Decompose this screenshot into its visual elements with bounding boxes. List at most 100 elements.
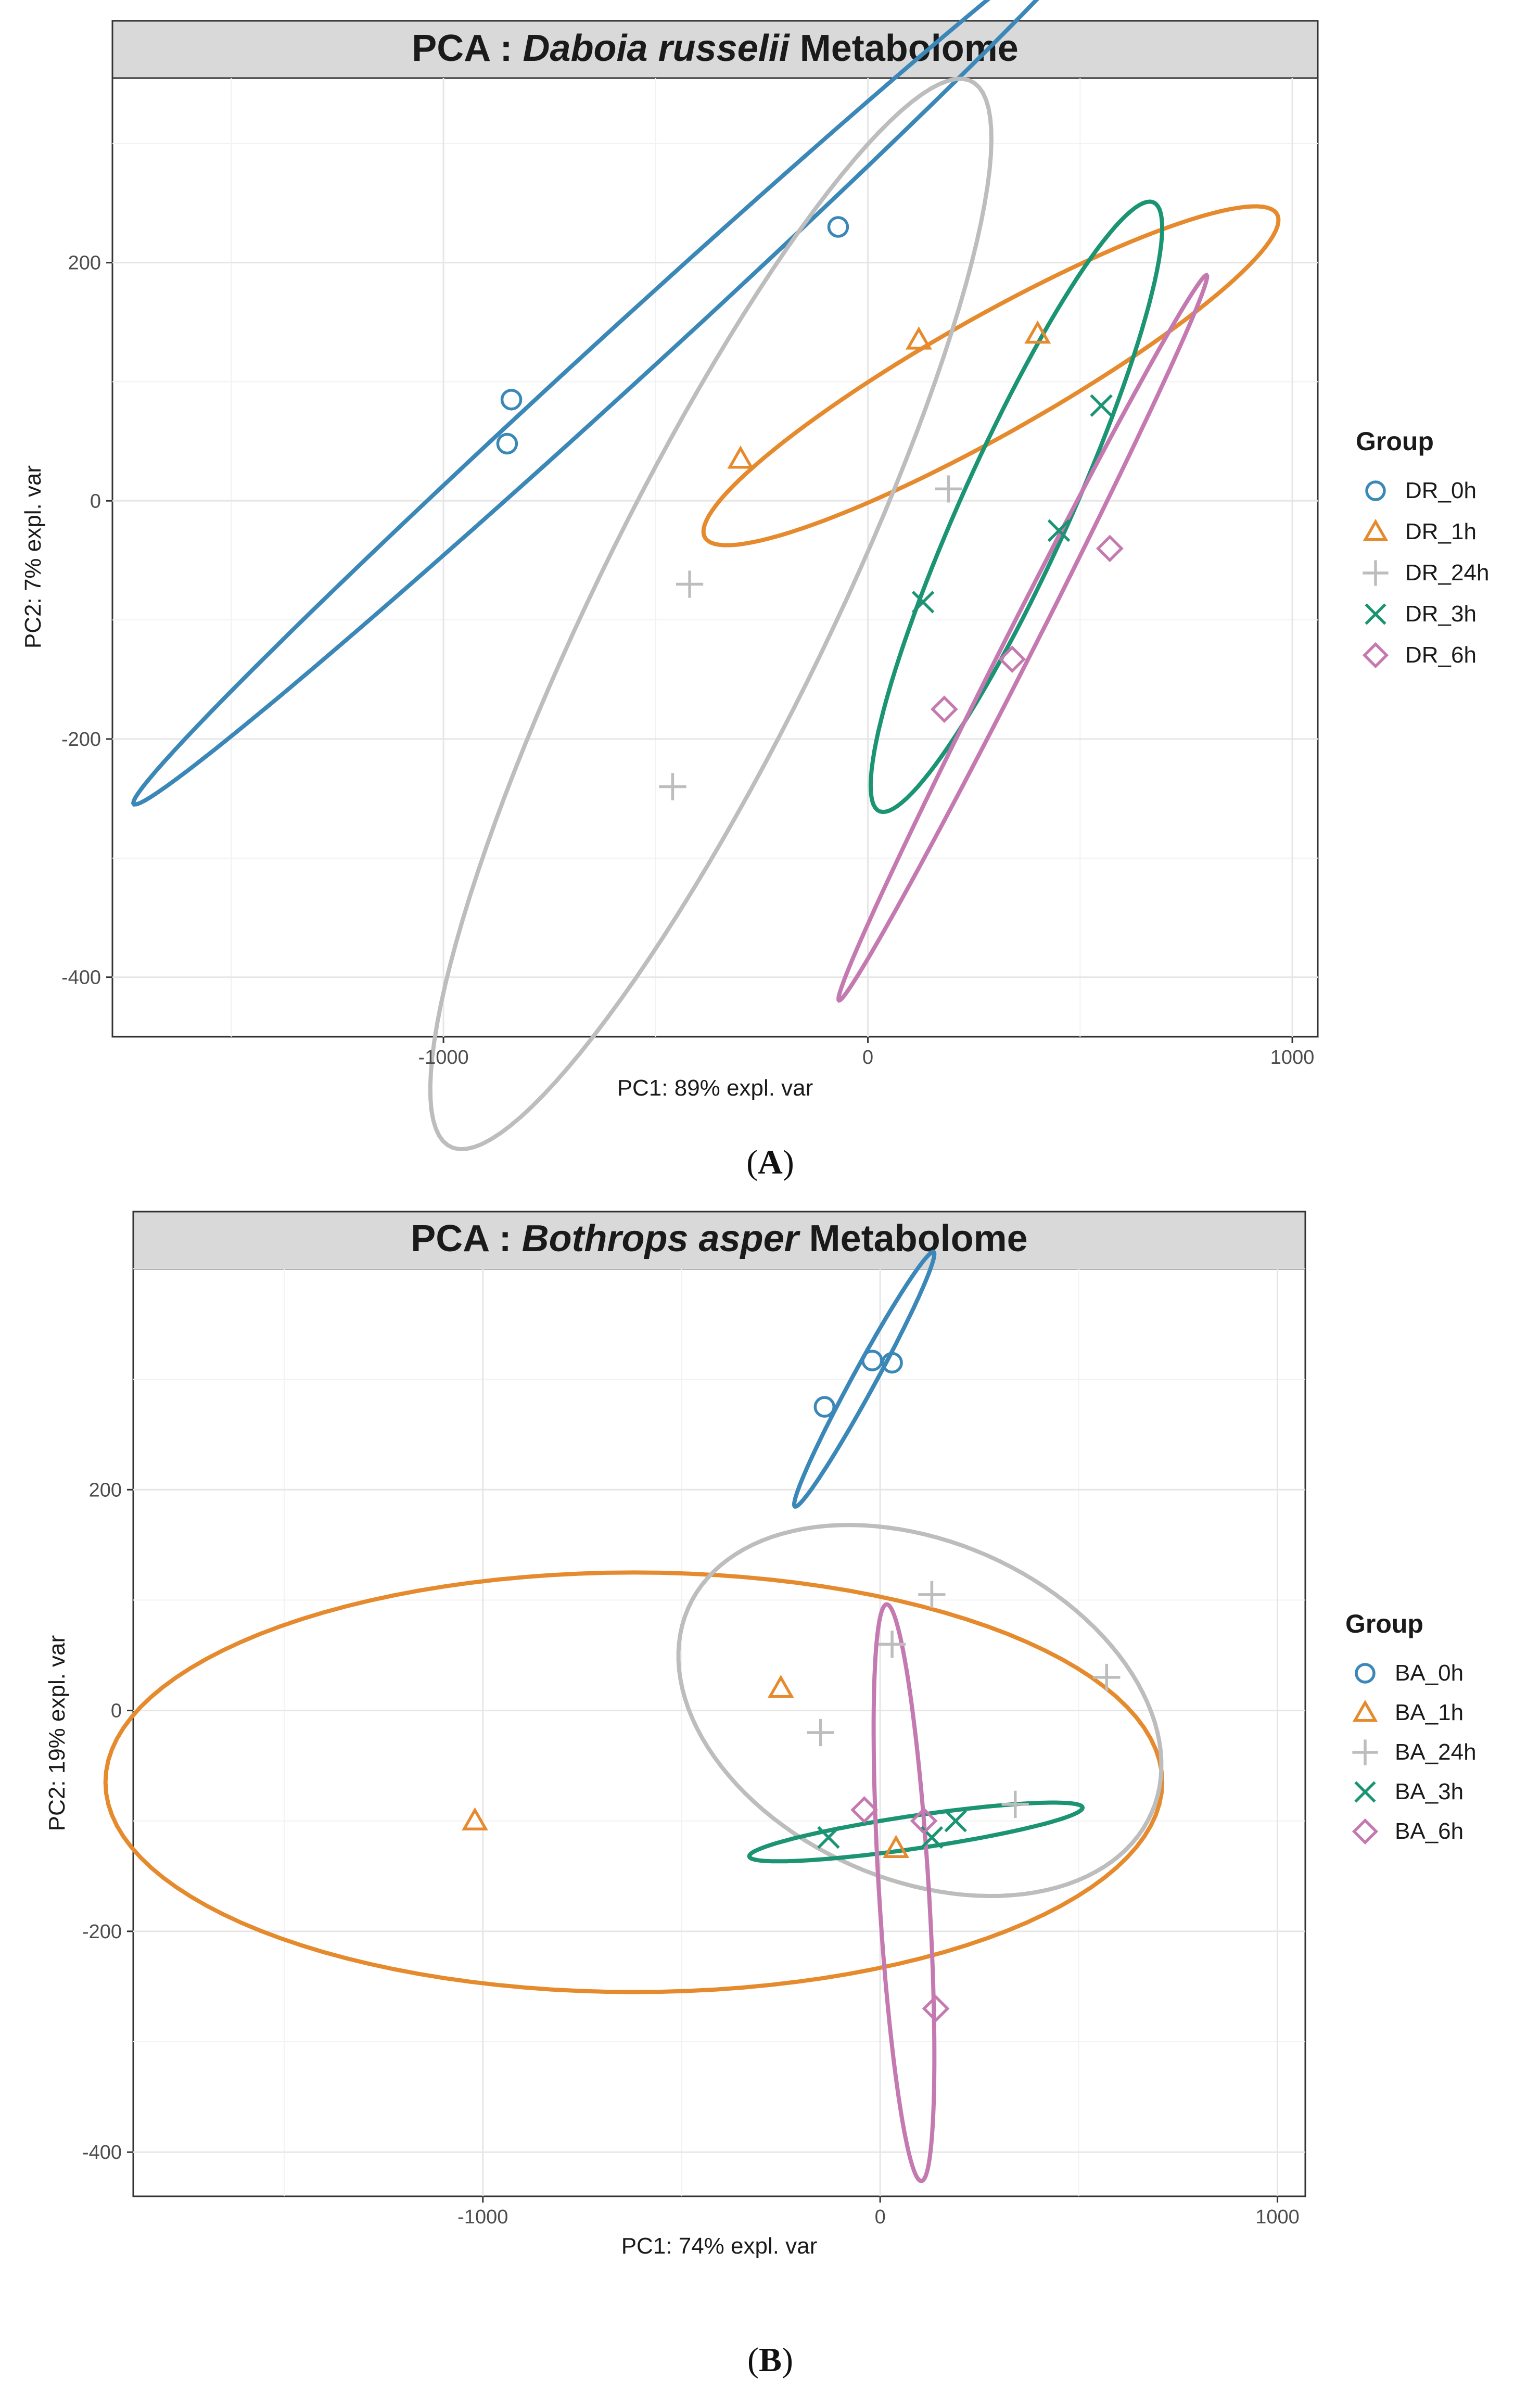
axes-b: -1000 0 1000 -400 -200 0 200: [82, 1479, 1300, 2228]
point-ba-1h: [883, 1835, 910, 1859]
point-dr-0h: [827, 216, 849, 238]
title-b: PCA : Bothrops asper Metabolome: [411, 1218, 1027, 1259]
legend-marker-ba-3h: [1354, 1781, 1376, 1803]
ellipse-ba-1h: [103, 1570, 1165, 1994]
point-ba-24h: [1001, 1790, 1029, 1818]
title-b-prefix: PCA :: [411, 1218, 521, 1259]
plot-a-background: [111, 77, 1319, 1038]
point-ba-3h: [817, 1826, 840, 1849]
x-tick-label: -1000: [418, 1047, 468, 1068]
y-tick-label: 200: [89, 1479, 122, 1501]
ellipse-dr-24h: [428, 77, 994, 1152]
ellipse-ba-0h: [792, 1250, 937, 1509]
point-dr-24h: [676, 570, 704, 598]
point-ba-0h: [881, 1352, 903, 1374]
title-strip-b: [132, 1211, 1306, 1270]
legend-label-dr-0h: DR_0h: [1405, 478, 1477, 503]
point-dr-1h: [1024, 320, 1051, 344]
title-a-suffix: Metabolome: [790, 28, 1019, 69]
title-strip-a: [111, 20, 1319, 79]
point-ba-6h: [922, 1994, 950, 2022]
ellipse-ba-6h: [871, 1602, 937, 2183]
legend-marker-dr-1h: [1363, 518, 1389, 541]
legend-label-ba-6h: BA_6h: [1395, 1818, 1463, 1844]
points-b: [462, 1350, 1121, 2022]
title-a: PCA : Daboia russelii Metabolome: [412, 28, 1019, 69]
legend-marker-ba-6h: [1352, 1818, 1379, 1845]
legend-marker-ba-0h: [1355, 1663, 1376, 1684]
title-b-species: Bothrops asper: [522, 1218, 801, 1259]
point-dr-1h: [905, 326, 932, 350]
axes-a: -1000 0 1000 -400 -200 0 200: [61, 252, 1314, 1068]
grid-b: [133, 1268, 1305, 2196]
point-ba-6h: [850, 1796, 879, 1824]
point-dr-6h: [930, 695, 958, 723]
point-dr-0h: [500, 389, 523, 411]
panel-b: PCA : Bothrops asper Metabolome -1000 0 10…: [44, 1211, 1477, 2379]
point-dr-0h: [496, 432, 518, 455]
ellipse-ba-24h: [676, 1523, 1164, 1899]
point-dr-6h: [1096, 535, 1124, 563]
points-a: [496, 216, 1124, 800]
point-dr-24h: [935, 475, 962, 503]
ellipse-ba-3h: [747, 1800, 1085, 1864]
ellipses-b: [103, 1250, 1165, 2183]
y-tick-label: -200: [61, 729, 101, 750]
legend-title: Group: [1356, 427, 1434, 456]
point-ba-1h: [767, 1674, 794, 1698]
ellipse-dr-6h: [836, 272, 1210, 1003]
point-dr-3h: [911, 591, 935, 614]
x-tick-label: 0: [862, 1047, 873, 1068]
legend-label-dr-24h: DR_24h: [1405, 560, 1489, 586]
ellipse-dr-3h: [868, 199, 1165, 815]
point-dr-3h: [1090, 394, 1113, 417]
point-ba-3h: [944, 1809, 967, 1833]
panel-label-b-letter: B: [759, 2341, 782, 2379]
ylabel-a: PC2: 7% expl. var: [20, 465, 46, 648]
point-ba-24h: [878, 1631, 906, 1658]
point-ba-6h: [910, 1807, 938, 1835]
grid-a: [112, 78, 1318, 1037]
panel-a: PCA : Daboia russelii Metabolome -1000 0 1…: [20, 0, 1489, 1181]
x-tick-label: 1000: [1270, 1047, 1315, 1068]
ellipse-dr-0h: [131, 0, 1039, 807]
plot-b-background: [132, 1268, 1306, 2197]
xlabel-b: PC1: 74% expl. var: [621, 2233, 818, 2259]
x-tick-label: 1000: [1255, 2206, 1300, 2228]
title-a-species: Daboia russelii: [523, 28, 791, 69]
legend-marker-ba-1h: [1352, 1699, 1378, 1722]
point-dr-1h: [727, 445, 754, 469]
panel-label-a: (A): [746, 1143, 794, 1181]
title-a-prefix: PCA :: [412, 28, 523, 69]
y-tick-label: 200: [68, 252, 101, 274]
legend-marker-dr-6h: [1362, 642, 1389, 669]
legend-label-ba-1h: BA_1h: [1395, 1700, 1463, 1725]
x-tick-label: 0: [875, 2206, 886, 2228]
legend-marker-dr-24h: [1363, 560, 1389, 586]
point-ba-24h: [807, 1719, 834, 1747]
legend-label-dr-1h: DR_1h: [1405, 519, 1477, 544]
y-tick-label: 0: [111, 1700, 122, 1722]
ellipse-dr-1h: [701, 204, 1281, 548]
point-ba-24h: [1093, 1663, 1121, 1691]
y-tick-label: -200: [82, 1921, 122, 1943]
legend-marker-ba-24h: [1352, 1739, 1378, 1765]
legend-marker-dr-0h: [1365, 480, 1386, 501]
point-dr-3h: [1047, 519, 1071, 542]
panel-label-b: (B): [747, 2341, 793, 2379]
legend-label-dr-3h: DR_3h: [1405, 601, 1477, 627]
legend-marker-dr-3h: [1365, 603, 1386, 625]
x-tick-label: -1000: [457, 2206, 508, 2228]
xlabel-a: PC1: 89% expl. var: [617, 1075, 813, 1101]
legend-a: Group DR_0h DR_1h DR_24h DR_3h DR_6h: [1356, 427, 1489, 669]
ellipses-a: [131, 0, 1281, 1152]
point-ba-24h: [918, 1581, 946, 1608]
y-tick-label: -400: [82, 2142, 122, 2164]
legend-label-dr-6h: DR_6h: [1405, 642, 1477, 668]
point-dr-24h: [659, 773, 686, 800]
ylabel-b: PC2: 19% expl. var: [44, 1635, 70, 1831]
legend-label-ba-3h: BA_3h: [1395, 1779, 1463, 1804]
y-tick-label: 0: [90, 490, 101, 512]
legend-label-ba-0h: BA_0h: [1395, 1660, 1463, 1686]
